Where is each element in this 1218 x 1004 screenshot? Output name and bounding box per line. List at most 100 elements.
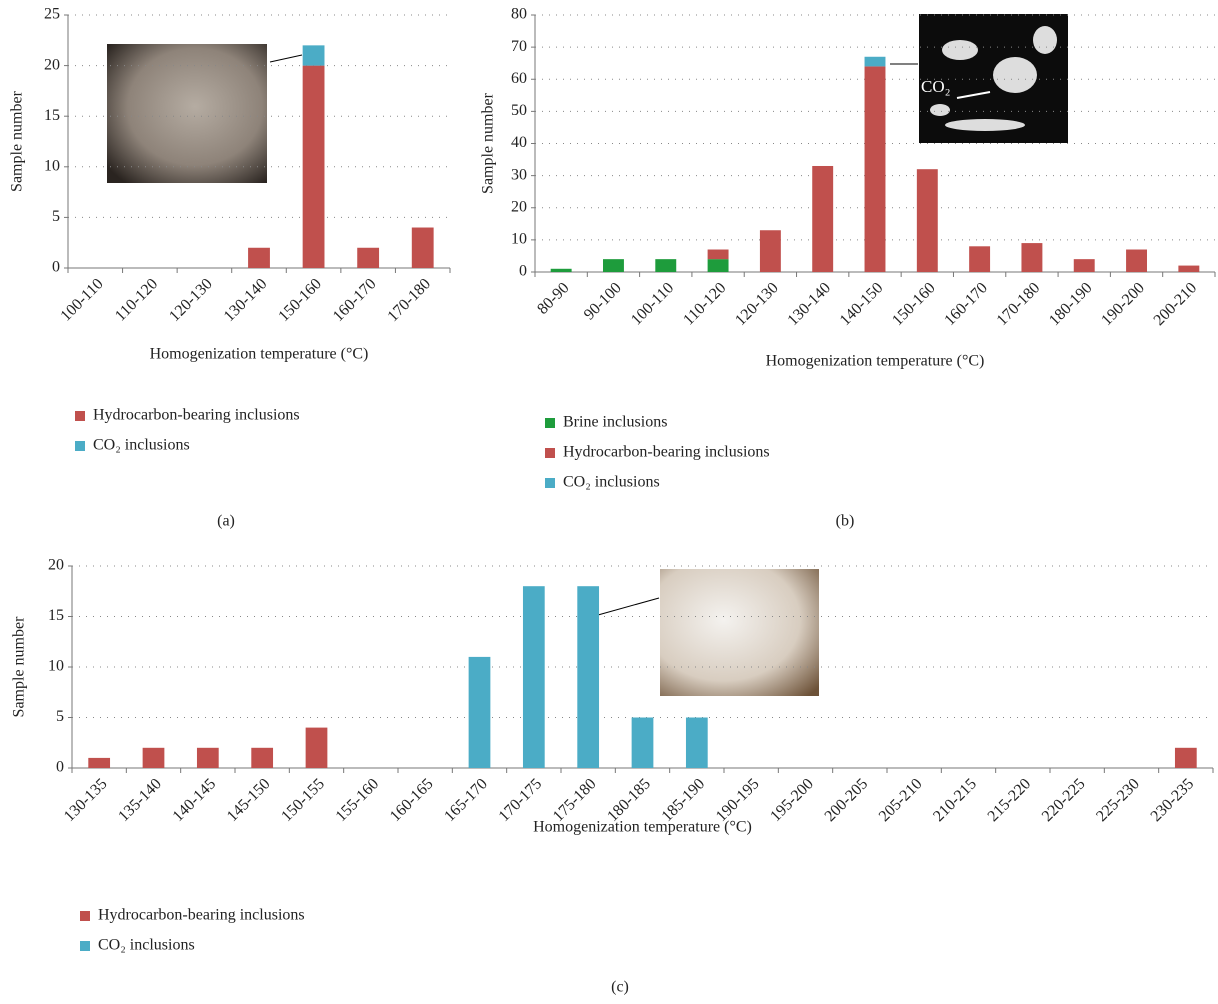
bar (760, 230, 781, 272)
x-tick-label: 195-200 (767, 775, 817, 825)
bar (708, 250, 729, 260)
legend-swatch (75, 411, 85, 421)
legend-swatch (80, 911, 90, 921)
photo-inset (107, 44, 267, 183)
legend-swatch (545, 448, 555, 458)
x-tick-label: 175-180 (550, 775, 600, 825)
legend-label: Hydrocarbon-bearing inclusions (93, 407, 300, 424)
y-axis-title: Sample number (9, 90, 26, 192)
x-tick-label: 210-215 (930, 775, 980, 825)
legend-label: CO₂ inclusions (563, 474, 660, 491)
x-tick-label: 80-90 (534, 279, 572, 317)
panel-label: (c) (611, 979, 629, 996)
bar (303, 66, 325, 268)
x-tick-label: 225-230 (1093, 775, 1143, 825)
x-tick-label: 150-160 (889, 279, 939, 329)
x-tick-label: 100-110 (628, 279, 677, 328)
x-tick-label: 230-235 (1148, 775, 1198, 825)
bar (632, 718, 654, 769)
x-tick-label: 200-205 (822, 775, 872, 825)
x-tick-label: 220-225 (1039, 775, 1089, 825)
y-tick-label: 25 (44, 6, 60, 23)
bar (917, 169, 938, 272)
x-tick-label: 120-130 (166, 275, 216, 325)
x-tick-label: 135-140 (115, 775, 165, 825)
legend-swatch (75, 441, 85, 451)
x-tick-label: 120-130 (732, 279, 782, 329)
x-tick-label: 160-170 (941, 279, 991, 329)
legend-swatch (545, 478, 555, 488)
x-tick-label: 130-135 (61, 775, 111, 825)
x-tick-label: 140-150 (837, 279, 887, 329)
bar (577, 586, 599, 768)
y-tick-label: 10 (48, 658, 64, 675)
y-tick-label: 60 (511, 70, 527, 87)
x-tick-label: 190-195 (713, 775, 763, 825)
x-axis-title: Homogenization temperature (°C) (150, 346, 369, 363)
y-tick-label: 10 (44, 157, 60, 174)
x-tick-label: 170-180 (384, 275, 434, 325)
bar (708, 259, 729, 272)
x-tick-label: 180-185 (604, 775, 654, 825)
x-tick-label: 100-110 (57, 275, 106, 324)
legend-label: Brine inclusions (563, 414, 667, 431)
bar (1126, 250, 1147, 272)
y-tick-label: 80 (511, 6, 527, 23)
x-tick-label: 160-170 (330, 275, 380, 325)
bar (603, 259, 624, 272)
x-tick-label: 90-100 (581, 279, 625, 323)
x-tick-label: 150-160 (275, 275, 325, 325)
bar (655, 259, 676, 272)
x-tick-label: 110-120 (112, 275, 161, 324)
y-tick-label: 0 (52, 259, 60, 276)
leader-line (598, 598, 659, 615)
legend-swatch (545, 418, 555, 428)
y-axis-title: Sample number (480, 92, 497, 194)
x-tick-label: 165-170 (441, 775, 491, 825)
bar (412, 228, 434, 268)
legend-label: CO₂ inclusions (93, 437, 190, 454)
x-tick-label: 200-210 (1151, 279, 1201, 329)
bar (1175, 748, 1197, 768)
legend-label: Hydrocarbon-bearing inclusions (563, 444, 770, 461)
x-tick-label: 185-190 (659, 775, 709, 825)
bar (551, 269, 572, 272)
x-tick-label: 190-200 (1098, 279, 1148, 329)
y-tick-label: 0 (56, 759, 64, 776)
x-tick-label: 140-145 (170, 775, 220, 825)
bar (1021, 243, 1042, 272)
y-tick-label: 50 (511, 102, 527, 119)
bar (969, 246, 990, 272)
x-tick-label: 170-175 (496, 775, 546, 825)
bar (306, 728, 328, 768)
y-tick-label: 20 (48, 557, 64, 574)
y-tick-label: 5 (52, 208, 60, 225)
bar (1074, 259, 1095, 272)
legend-swatch (80, 941, 90, 951)
x-tick-label: 205-210 (876, 775, 926, 825)
x-tick-label: 130-140 (221, 275, 271, 325)
bar (248, 248, 270, 268)
panel-label: (a) (217, 513, 235, 530)
x-axis-title: Homogenization temperature (°C) (533, 819, 752, 836)
x-axis-title: Homogenization temperature (°C) (766, 353, 985, 370)
y-tick-label: 30 (511, 166, 527, 183)
legend-label: CO₂ inclusions (98, 937, 195, 954)
x-tick-label: 170-180 (994, 279, 1044, 329)
bar (469, 657, 491, 768)
bar (357, 248, 379, 268)
annotation: CO₂ (921, 77, 951, 96)
y-tick-label: 40 (511, 134, 527, 151)
bar (88, 758, 110, 768)
bar (523, 586, 545, 768)
y-tick-label: 20 (44, 56, 60, 73)
x-tick-label: 160-165 (387, 775, 437, 825)
x-tick-label: 150-155 (278, 775, 328, 825)
bar (812, 166, 833, 272)
y-tick-label: 5 (56, 708, 64, 725)
y-tick-label: 15 (48, 607, 64, 624)
y-axis-title: Sample number (11, 616, 28, 718)
bar (303, 45, 325, 65)
legend-label: Hydrocarbon-bearing inclusions (98, 907, 305, 924)
panel-label: (b) (836, 513, 855, 530)
